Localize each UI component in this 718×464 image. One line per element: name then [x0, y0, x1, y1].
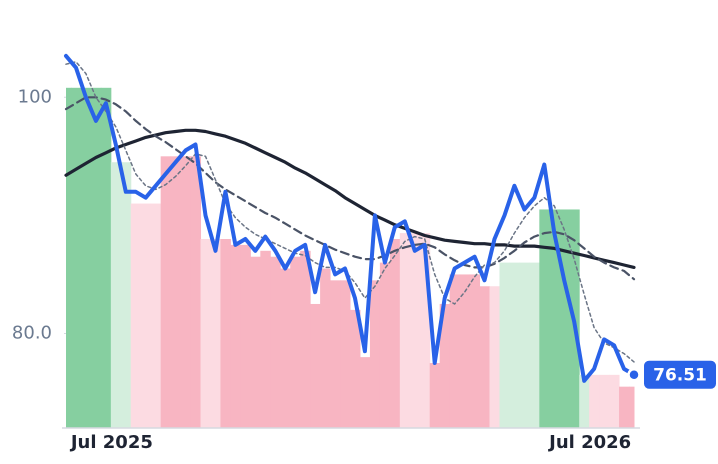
- bar: [399, 233, 411, 428]
- bar: [150, 203, 162, 428]
- bar: [499, 262, 510, 428]
- bar: [509, 262, 520, 428]
- bar: [609, 374, 620, 428]
- bar: [240, 244, 251, 428]
- bar: [519, 262, 530, 428]
- bar: [409, 233, 421, 428]
- bar: [379, 262, 391, 428]
- bar: [579, 374, 590, 428]
- bar: [260, 250, 271, 428]
- bar: [539, 209, 550, 428]
- bar: [250, 256, 261, 428]
- bar: [629, 386, 635, 428]
- last-point: [627, 367, 641, 382]
- bar: [599, 374, 610, 428]
- bar: [160, 156, 172, 428]
- bar: [350, 309, 361, 428]
- bar: [180, 156, 192, 428]
- bar: [320, 268, 331, 428]
- bar: [439, 303, 451, 428]
- last-value-label: 76.51: [653, 366, 707, 386]
- bar: [230, 244, 241, 428]
- bar: [130, 203, 142, 428]
- bar: [80, 87, 92, 429]
- bar: [270, 256, 281, 428]
- bar: [200, 239, 211, 428]
- y-tick-label: 80.0: [12, 323, 52, 344]
- bar: [589, 374, 600, 428]
- bar: [469, 274, 481, 428]
- bar: [90, 87, 102, 429]
- bar: [549, 209, 560, 428]
- line: [64, 96, 636, 281]
- bar: [300, 250, 311, 428]
- line: [64, 128, 636, 269]
- bar: [429, 363, 441, 428]
- bar: [290, 256, 301, 428]
- x-tick-label: Jul 2025: [69, 432, 153, 453]
- bar: [559, 209, 570, 428]
- line: [64, 53, 636, 383]
- bar: [330, 280, 341, 428]
- bar: [619, 386, 630, 428]
- x-tick-label: Jul 2026: [547, 432, 631, 453]
- bar: [220, 239, 231, 428]
- bar: [140, 203, 152, 428]
- y-tick-label: 100: [18, 86, 52, 107]
- bar: [389, 239, 401, 428]
- bar: [359, 357, 371, 428]
- value-badge: [644, 360, 716, 389]
- bar: [70, 87, 82, 429]
- bar: [210, 239, 221, 428]
- bar: [310, 303, 321, 428]
- bar: [170, 156, 182, 428]
- bar: [120, 162, 132, 428]
- bar: [459, 274, 471, 428]
- bar: [489, 286, 500, 428]
- bar: [529, 262, 540, 428]
- bar: [449, 274, 461, 428]
- bar: [110, 162, 122, 428]
- bar: [419, 233, 431, 428]
- line: [65, 61, 635, 363]
- bar: [280, 268, 291, 428]
- bar: [66, 87, 72, 429]
- bar: [479, 286, 491, 428]
- bar: [100, 87, 112, 429]
- bar: [190, 156, 202, 428]
- bar: [340, 280, 351, 428]
- bar: [369, 280, 381, 428]
